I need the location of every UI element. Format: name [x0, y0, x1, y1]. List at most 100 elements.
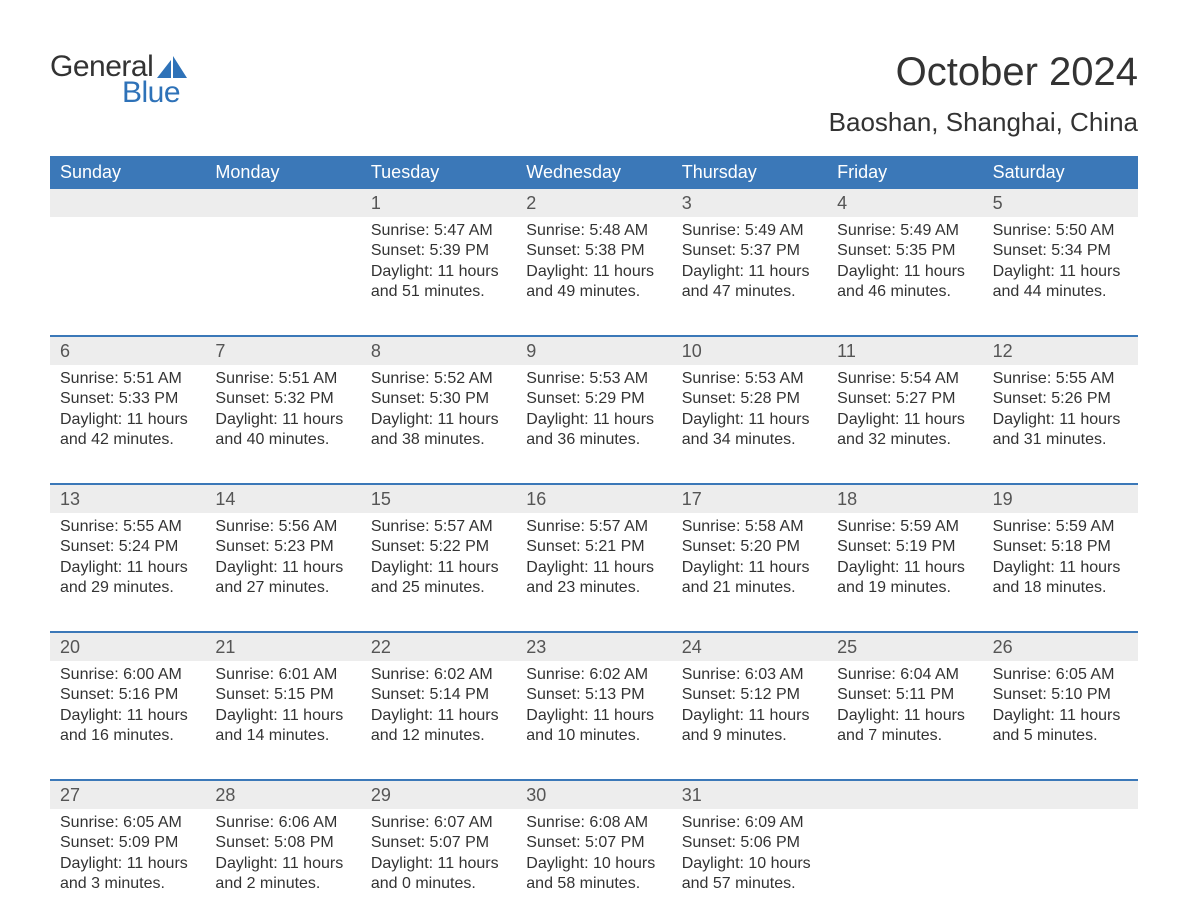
- weekday-header-row: SundayMondayTuesdayWednesdayThursdayFrid…: [50, 156, 1138, 189]
- sunrise-line: Sunrise: 5:52 AM: [371, 369, 506, 389]
- sunrise-line: Sunrise: 5:49 AM: [682, 221, 817, 241]
- sunset-line: Sunset: 5:07 PM: [526, 833, 661, 853]
- day-body: Sunrise: 5:49 AMSunset: 5:37 PMDaylight:…: [672, 217, 827, 311]
- sunset-line: Sunset: 5:07 PM: [371, 833, 506, 853]
- sunset-line: Sunset: 5:08 PM: [215, 833, 350, 853]
- day-body: Sunrise: 5:53 AMSunset: 5:28 PMDaylight:…: [672, 365, 827, 459]
- day-number: 1: [361, 189, 516, 217]
- brand-blue-text: Blue: [122, 76, 180, 110]
- daylight-line: Daylight: 11 hours and 44 minutes.: [993, 262, 1128, 303]
- sunset-line: Sunset: 5:37 PM: [682, 241, 817, 261]
- sunrise-line: Sunrise: 5:51 AM: [60, 369, 195, 389]
- day-cell: 24Sunrise: 6:03 AMSunset: 5:12 PMDayligh…: [672, 633, 827, 763]
- day-number: .: [50, 189, 205, 217]
- day-cell: 13Sunrise: 5:55 AMSunset: 5:24 PMDayligh…: [50, 485, 205, 615]
- day-cell: 25Sunrise: 6:04 AMSunset: 5:11 PMDayligh…: [827, 633, 982, 763]
- day-number: .: [205, 189, 360, 217]
- day-cell: 12Sunrise: 5:55 AMSunset: 5:26 PMDayligh…: [983, 337, 1138, 467]
- sunset-line: Sunset: 5:14 PM: [371, 685, 506, 705]
- day-body: Sunrise: 6:05 AMSunset: 5:09 PMDaylight:…: [50, 809, 205, 903]
- day-body: Sunrise: 5:53 AMSunset: 5:29 PMDaylight:…: [516, 365, 671, 459]
- day-number: 30: [516, 781, 671, 809]
- sunrise-line: Sunrise: 6:02 AM: [526, 665, 661, 685]
- day-cell: 29Sunrise: 6:07 AMSunset: 5:07 PMDayligh…: [361, 781, 516, 911]
- sunset-line: Sunset: 5:26 PM: [993, 389, 1128, 409]
- day-body: Sunrise: 5:56 AMSunset: 5:23 PMDaylight:…: [205, 513, 360, 607]
- sunrise-line: Sunrise: 6:05 AM: [993, 665, 1128, 685]
- day-cell: 16Sunrise: 5:57 AMSunset: 5:21 PMDayligh…: [516, 485, 671, 615]
- sail-icon: [157, 56, 187, 78]
- daylight-line: Daylight: 11 hours and 40 minutes.: [215, 410, 350, 451]
- sunrise-line: Sunrise: 5:59 AM: [837, 517, 972, 537]
- day-body: Sunrise: 6:06 AMSunset: 5:08 PMDaylight:…: [205, 809, 360, 903]
- day-body: Sunrise: 6:04 AMSunset: 5:11 PMDaylight:…: [827, 661, 982, 755]
- sunrise-line: Sunrise: 5:54 AM: [837, 369, 972, 389]
- sunset-line: Sunset: 5:28 PM: [682, 389, 817, 409]
- sunset-line: Sunset: 5:19 PM: [837, 537, 972, 557]
- day-body: Sunrise: 5:59 AMSunset: 5:19 PMDaylight:…: [827, 513, 982, 607]
- sunrise-line: Sunrise: 6:07 AM: [371, 813, 506, 833]
- sunrise-line: Sunrise: 5:56 AM: [215, 517, 350, 537]
- day-number: 3: [672, 189, 827, 217]
- week-spacer: [50, 615, 1138, 631]
- day-cell: 21Sunrise: 6:01 AMSunset: 5:15 PMDayligh…: [205, 633, 360, 763]
- daylight-line: Daylight: 11 hours and 32 minutes.: [837, 410, 972, 451]
- day-cell: 26Sunrise: 6:05 AMSunset: 5:10 PMDayligh…: [983, 633, 1138, 763]
- day-number: 19: [983, 485, 1138, 513]
- sunset-line: Sunset: 5:21 PM: [526, 537, 661, 557]
- sunset-line: Sunset: 5:33 PM: [60, 389, 195, 409]
- day-number: 10: [672, 337, 827, 365]
- day-cell: 4Sunrise: 5:49 AMSunset: 5:35 PMDaylight…: [827, 189, 982, 319]
- day-number: 27: [50, 781, 205, 809]
- daylight-line: Daylight: 11 hours and 34 minutes.: [682, 410, 817, 451]
- sunrise-line: Sunrise: 5:57 AM: [526, 517, 661, 537]
- day-body: Sunrise: 5:58 AMSunset: 5:20 PMDaylight:…: [672, 513, 827, 607]
- sunrise-line: Sunrise: 6:01 AM: [215, 665, 350, 685]
- day-body: Sunrise: 5:52 AMSunset: 5:30 PMDaylight:…: [361, 365, 516, 459]
- day-cell: 11Sunrise: 5:54 AMSunset: 5:27 PMDayligh…: [827, 337, 982, 467]
- sunrise-line: Sunrise: 5:58 AM: [682, 517, 817, 537]
- week-row: 6Sunrise: 5:51 AMSunset: 5:33 PMDaylight…: [50, 335, 1138, 467]
- daylight-line: Daylight: 11 hours and 16 minutes.: [60, 706, 195, 747]
- day-body: Sunrise: 6:01 AMSunset: 5:15 PMDaylight:…: [205, 661, 360, 755]
- day-cell: 7Sunrise: 5:51 AMSunset: 5:32 PMDaylight…: [205, 337, 360, 467]
- sunrise-line: Sunrise: 5:53 AM: [526, 369, 661, 389]
- daylight-line: Daylight: 11 hours and 3 minutes.: [60, 854, 195, 895]
- day-cell: 28Sunrise: 6:06 AMSunset: 5:08 PMDayligh…: [205, 781, 360, 911]
- sunset-line: Sunset: 5:11 PM: [837, 685, 972, 705]
- day-body: Sunrise: 6:09 AMSunset: 5:06 PMDaylight:…: [672, 809, 827, 903]
- daylight-line: Daylight: 11 hours and 51 minutes.: [371, 262, 506, 303]
- day-number: 26: [983, 633, 1138, 661]
- sunset-line: Sunset: 5:18 PM: [993, 537, 1128, 557]
- day-cell: 19Sunrise: 5:59 AMSunset: 5:18 PMDayligh…: [983, 485, 1138, 615]
- day-number: 9: [516, 337, 671, 365]
- day-body: Sunrise: 5:51 AMSunset: 5:33 PMDaylight:…: [50, 365, 205, 459]
- day-body: Sunrise: 5:48 AMSunset: 5:38 PMDaylight:…: [516, 217, 671, 311]
- day-number: 8: [361, 337, 516, 365]
- daylight-line: Daylight: 10 hours and 57 minutes.: [682, 854, 817, 895]
- weekday-header-cell: Sunday: [50, 156, 205, 189]
- header: General Blue October 2024 Baoshan, Shang…: [50, 50, 1138, 138]
- daylight-line: Daylight: 11 hours and 10 minutes.: [526, 706, 661, 747]
- day-number: 21: [205, 633, 360, 661]
- day-body: Sunrise: 6:02 AMSunset: 5:13 PMDaylight:…: [516, 661, 671, 755]
- day-cell: 14Sunrise: 5:56 AMSunset: 5:23 PMDayligh…: [205, 485, 360, 615]
- daylight-line: Daylight: 11 hours and 31 minutes.: [993, 410, 1128, 451]
- sunrise-line: Sunrise: 5:55 AM: [60, 517, 195, 537]
- sunrise-line: Sunrise: 5:48 AM: [526, 221, 661, 241]
- day-cell: .: [983, 781, 1138, 911]
- day-cell: 9Sunrise: 5:53 AMSunset: 5:29 PMDaylight…: [516, 337, 671, 467]
- day-cell: 15Sunrise: 5:57 AMSunset: 5:22 PMDayligh…: [361, 485, 516, 615]
- calendar: SundayMondayTuesdayWednesdayThursdayFrid…: [50, 156, 1138, 911]
- sunrise-line: Sunrise: 6:02 AM: [371, 665, 506, 685]
- day-cell: .: [50, 189, 205, 319]
- day-number: .: [983, 781, 1138, 809]
- daylight-line: Daylight: 11 hours and 9 minutes.: [682, 706, 817, 747]
- day-body: Sunrise: 6:00 AMSunset: 5:16 PMDaylight:…: [50, 661, 205, 755]
- day-body: Sunrise: 5:55 AMSunset: 5:26 PMDaylight:…: [983, 365, 1138, 459]
- day-number: 5: [983, 189, 1138, 217]
- day-number: 12: [983, 337, 1138, 365]
- sunrise-line: Sunrise: 6:05 AM: [60, 813, 195, 833]
- sunrise-line: Sunrise: 6:04 AM: [837, 665, 972, 685]
- daylight-line: Daylight: 11 hours and 19 minutes.: [837, 558, 972, 599]
